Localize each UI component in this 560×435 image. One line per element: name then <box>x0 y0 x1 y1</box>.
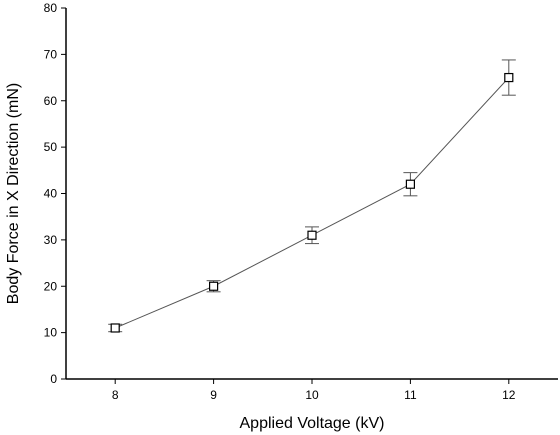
y-tick-label: 30 <box>44 233 58 247</box>
y-tick-label: 20 <box>44 279 58 293</box>
series-line <box>115 77 510 329</box>
data-point <box>110 323 120 333</box>
series-group <box>108 59 516 333</box>
x-tick-label: 10 <box>305 388 319 402</box>
y-tick-label: 40 <box>44 187 58 201</box>
y-tick-label: 0 <box>50 372 57 386</box>
y-axis-title: Body Force in X Direction (mN) <box>5 83 22 304</box>
data-point <box>504 72 514 83</box>
x-axis-title: Applied Voltage (kV) <box>240 415 385 432</box>
x-tick-label: 11 <box>404 388 417 402</box>
y-tick-label: 70 <box>44 47 58 61</box>
y-tick-label: 80 <box>44 1 58 15</box>
x-tick-label: 9 <box>210 388 217 402</box>
y-tick-label: 60 <box>44 94 58 108</box>
data-point <box>209 281 219 291</box>
y-axis-ticks: 0 10 20 30 40 50 60 70 80 <box>44 1 66 386</box>
plot-axes <box>65 8 558 380</box>
x-axis-ticks: 8 9 10 11 12 <box>112 379 516 402</box>
x-tick-label: 8 <box>112 388 119 402</box>
x-tick-label: 12 <box>502 388 516 402</box>
y-tick-label: 50 <box>44 140 58 154</box>
y-tick-label: 10 <box>44 326 58 340</box>
data-point <box>405 179 415 189</box>
data-point <box>307 230 317 240</box>
